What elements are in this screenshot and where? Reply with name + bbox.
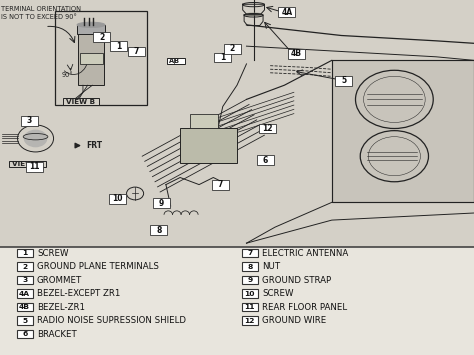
Text: 12: 12 <box>263 124 273 133</box>
Text: 8: 8 <box>247 264 253 269</box>
Text: SCREW: SCREW <box>37 248 68 258</box>
Bar <box>0 247 474 355</box>
Bar <box>242 316 258 325</box>
Bar <box>167 58 185 64</box>
Text: 7: 7 <box>247 250 253 256</box>
Text: NUT: NUT <box>262 262 280 271</box>
Text: RADIO NOISE SUPRESSION SHIELD: RADIO NOISE SUPRESSION SHIELD <box>37 316 186 325</box>
Text: GROUND WIRE: GROUND WIRE <box>262 316 327 325</box>
FancyBboxPatch shape <box>9 161 46 167</box>
Bar <box>332 60 474 202</box>
Bar <box>55 11 147 105</box>
Bar <box>242 276 258 284</box>
Bar <box>242 289 258 298</box>
FancyBboxPatch shape <box>63 98 99 105</box>
Bar <box>180 128 237 163</box>
Text: GROUND STRAP: GROUND STRAP <box>262 275 331 285</box>
Text: B: B <box>173 58 178 64</box>
Bar <box>17 330 33 338</box>
Bar <box>17 276 33 284</box>
Text: 7: 7 <box>218 180 223 189</box>
FancyBboxPatch shape <box>278 7 295 17</box>
Bar <box>17 303 33 311</box>
FancyBboxPatch shape <box>259 124 276 133</box>
FancyBboxPatch shape <box>212 180 229 190</box>
Text: 2: 2 <box>99 33 105 42</box>
Bar <box>78 34 104 85</box>
Bar <box>17 249 33 257</box>
FancyBboxPatch shape <box>26 162 43 172</box>
Bar <box>242 249 258 257</box>
Text: 2: 2 <box>22 264 27 269</box>
Text: 1: 1 <box>220 53 226 62</box>
Text: 90°: 90° <box>62 72 73 77</box>
Text: 5: 5 <box>22 318 27 323</box>
Bar <box>0 0 474 247</box>
Bar <box>242 303 258 311</box>
Bar <box>77 25 105 34</box>
FancyBboxPatch shape <box>93 32 110 42</box>
Text: 11: 11 <box>245 304 255 310</box>
Text: 8: 8 <box>156 225 162 235</box>
Text: 10: 10 <box>245 291 255 296</box>
FancyBboxPatch shape <box>150 225 167 235</box>
FancyBboxPatch shape <box>224 44 241 54</box>
Text: 2: 2 <box>229 44 235 54</box>
Text: VIEW A: VIEW A <box>12 161 42 167</box>
Text: 9: 9 <box>247 277 253 283</box>
Text: BEZEL-EXCEPT ZR1: BEZEL-EXCEPT ZR1 <box>37 289 120 298</box>
Text: 1: 1 <box>116 42 121 51</box>
FancyBboxPatch shape <box>128 47 145 56</box>
Text: FRT: FRT <box>86 141 102 150</box>
Text: GROMMET: GROMMET <box>37 275 82 285</box>
Text: BRACKET: BRACKET <box>37 329 77 339</box>
Bar <box>80 53 103 64</box>
FancyBboxPatch shape <box>214 53 231 62</box>
Text: 6: 6 <box>263 156 268 165</box>
Text: 7: 7 <box>134 47 139 56</box>
FancyBboxPatch shape <box>109 194 126 204</box>
Bar <box>17 289 33 298</box>
Text: A: A <box>169 58 174 64</box>
FancyBboxPatch shape <box>335 76 352 86</box>
Text: 3: 3 <box>22 277 27 283</box>
FancyBboxPatch shape <box>110 41 127 51</box>
Text: REAR FLOOR PANEL: REAR FLOOR PANEL <box>262 302 347 312</box>
Text: 11: 11 <box>29 162 39 171</box>
Bar <box>17 262 33 271</box>
Text: 6: 6 <box>22 331 27 337</box>
FancyBboxPatch shape <box>288 49 305 59</box>
Text: 4A: 4A <box>19 291 30 296</box>
Text: GROUND PLANE TERMINALS: GROUND PLANE TERMINALS <box>37 262 159 271</box>
Bar <box>242 262 258 271</box>
FancyBboxPatch shape <box>21 116 38 126</box>
Text: 1: 1 <box>22 250 27 256</box>
Text: SCREW: SCREW <box>262 289 293 298</box>
Text: 4B: 4B <box>291 49 302 59</box>
Text: 12: 12 <box>245 318 255 323</box>
Text: TERMINAL ORIENTATION
IS NOT TO EXCEED 90°: TERMINAL ORIENTATION IS NOT TO EXCEED 90… <box>1 6 81 20</box>
Text: 10: 10 <box>112 194 123 203</box>
Text: 3: 3 <box>27 116 32 125</box>
Text: VIEW B: VIEW B <box>66 99 95 104</box>
Bar <box>190 114 218 128</box>
FancyBboxPatch shape <box>257 155 274 165</box>
Text: 4A: 4A <box>281 8 292 17</box>
Ellipse shape <box>77 22 105 27</box>
Text: 9: 9 <box>158 198 164 208</box>
Text: ELECTRIC ANTENNA: ELECTRIC ANTENNA <box>262 248 348 258</box>
Circle shape <box>24 130 47 147</box>
Ellipse shape <box>245 12 263 16</box>
Text: BEZEL-ZR1: BEZEL-ZR1 <box>37 302 85 312</box>
Bar <box>17 316 33 325</box>
Text: 5: 5 <box>341 76 346 86</box>
FancyBboxPatch shape <box>153 198 170 208</box>
Text: 4B: 4B <box>19 304 30 310</box>
